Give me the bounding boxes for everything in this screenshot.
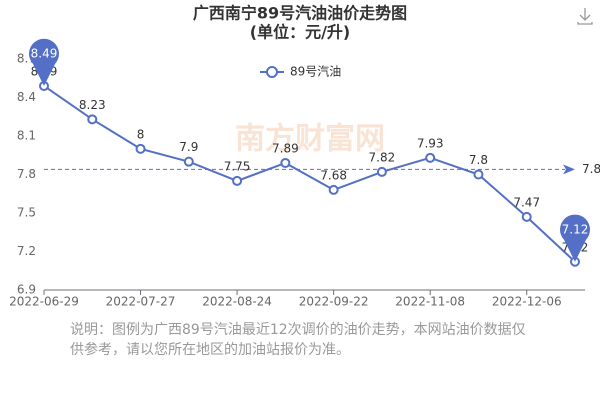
note: 说明：图例为广西89号汽油最近12次调价的油价走势，本网站油价数据仅供参考，请以… (70, 322, 526, 358)
data-point (328, 184, 339, 195)
data-label: 7.89 (272, 141, 299, 155)
data-point (376, 166, 387, 177)
data-label: 8.23 (79, 98, 106, 112)
y-tick-label: 8.4 (17, 90, 36, 104)
mark-pin-label: 7.12 (562, 222, 589, 236)
data-point (425, 152, 436, 163)
mark-pin (29, 38, 59, 86)
y-tick-label: 8.1 (17, 129, 36, 143)
y-tick-label: 7.8 (17, 167, 36, 181)
chart-subtitle: (单位：元/升) (250, 23, 350, 42)
download-icon[interactable] (577, 8, 593, 25)
y-tick-label: 7.5 (17, 206, 36, 220)
chart-title: 广西南宁89号汽油油价走势图 (193, 4, 407, 23)
data-point (280, 157, 291, 168)
legend-marker (266, 66, 278, 78)
y-tick-label: 7.2 (17, 244, 36, 258)
data-label: 7.93 (417, 136, 444, 150)
data-point (473, 169, 484, 180)
data-label: 7.75 (224, 159, 251, 173)
x-tick-label: 2022-06-29 (9, 295, 79, 309)
x-tick-label: 2022-11-08 (395, 295, 465, 309)
watermark: 南方财富网 (235, 122, 385, 157)
data-point (183, 156, 194, 167)
data-label: 7.68 (320, 168, 347, 182)
data-label: 7.82 (369, 150, 396, 164)
x-tick-label: 2022-12-06 (492, 295, 562, 309)
average-label: 7.8 (582, 162, 600, 176)
data-label: 8 (137, 127, 145, 141)
average-arrow (563, 164, 575, 175)
data-point (87, 114, 98, 125)
data-point (135, 143, 146, 154)
data-label: 7.47 (513, 195, 540, 209)
mark-pin-label: 8.49 (31, 46, 58, 60)
data-label: 7.8 (469, 153, 488, 167)
data-point (232, 175, 243, 186)
mark-pin (560, 214, 591, 262)
series-line (43, 85, 576, 263)
y-tick-label: 6.9 (17, 283, 36, 297)
legend-label: 89号汽油 (290, 64, 341, 79)
data-label: 7.9 (179, 140, 198, 154)
x-tick-label: 2022-07-27 (106, 295, 176, 309)
x-tick-label: 2022-08-24 (202, 295, 272, 309)
data-point (521, 211, 532, 222)
x-tick-label: 2022-09-22 (299, 295, 369, 309)
